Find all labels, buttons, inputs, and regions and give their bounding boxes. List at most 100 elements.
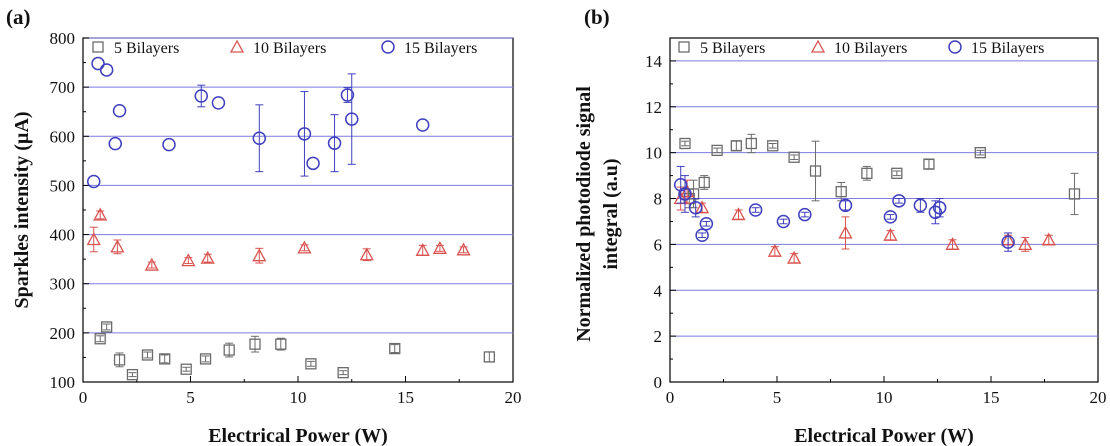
series-15-bilayers	[87, 56, 430, 189]
data-point	[275, 338, 287, 350]
data-point	[200, 250, 215, 264]
series-15-bilayers	[673, 165, 1015, 252]
x-tick-label: 10	[290, 388, 307, 407]
y-tick-label: 6	[654, 235, 663, 254]
data-point	[415, 242, 430, 256]
plot-area	[82, 37, 514, 383]
x-axis-label: Electrical Power (W)	[208, 425, 388, 446]
data-point	[932, 200, 947, 215]
y-axis-label: Normalized photodiode signal integral (a.…	[573, 86, 622, 342]
plot-area	[669, 37, 1099, 383]
data-point	[87, 174, 101, 189]
data-point	[787, 250, 802, 264]
data-point	[252, 131, 267, 146]
legend-label: 10 Bilayers	[834, 40, 907, 57]
data-point	[108, 136, 122, 151]
data-point	[1041, 232, 1056, 246]
y-tick-label: 0	[654, 373, 663, 392]
data-point	[730, 140, 742, 152]
data-point	[110, 239, 125, 253]
legend-label: 10 Bilayers	[253, 40, 326, 57]
data-point	[679, 137, 691, 150]
data-point	[731, 207, 746, 221]
data-point	[688, 200, 703, 215]
legend-label: 15 Bilayers	[971, 40, 1044, 57]
y-tick-label: 700	[50, 78, 76, 97]
data-point	[883, 210, 898, 224]
x-tick-label: 10	[876, 388, 893, 407]
data-point	[345, 112, 359, 126]
data-point	[883, 227, 898, 241]
legend-label: 15 Bilayers	[404, 40, 477, 57]
x-tick-label: 0	[666, 388, 675, 407]
legend-marker	[948, 40, 962, 54]
data-point	[835, 186, 847, 198]
data-point	[327, 136, 342, 150]
data-point	[180, 363, 192, 375]
data-point	[162, 137, 176, 152]
data-point	[337, 367, 349, 379]
x-axis-label: Electrical Power (W)	[794, 425, 974, 446]
data-point	[698, 176, 710, 189]
y-tick-label: 300	[50, 275, 76, 294]
panel-label-a: (a)	[6, 5, 31, 29]
legend-marker	[92, 41, 104, 53]
y-tick-label: 800	[50, 29, 76, 48]
chart-panel-a: 100 200 300 400 500 600 700 800 0 5 10 15 20 Electric…	[11, 29, 522, 446]
data-point	[99, 63, 114, 77]
y-tick-label: 12	[645, 98, 662, 117]
data-point	[974, 147, 986, 159]
data-point	[891, 167, 903, 179]
data-point	[415, 118, 430, 132]
data-point	[306, 156, 320, 171]
y-tick-label: 400	[50, 226, 76, 245]
legend-marker	[810, 39, 826, 53]
data-point	[1018, 237, 1033, 251]
data-point	[340, 88, 355, 102]
data-point	[252, 248, 267, 262]
data-point	[141, 349, 154, 361]
data-point	[767, 243, 782, 257]
y-tick-label: 10	[645, 144, 662, 163]
y-tick-label: 4	[654, 281, 663, 300]
data-point	[305, 358, 317, 370]
data-point	[838, 198, 853, 213]
data-point	[798, 207, 812, 222]
y-axis-label: Sparkles intensity (µA)	[11, 111, 33, 308]
data-point	[297, 127, 312, 141]
data-point	[838, 225, 853, 239]
data-point	[211, 96, 226, 110]
data-point	[699, 217, 714, 231]
data-point	[788, 151, 800, 163]
data-point	[695, 200, 710, 214]
data-point	[101, 321, 113, 333]
data-point	[776, 214, 791, 229]
y-axis-label-line: integral (a.u)	[600, 158, 622, 269]
x-tick-label: 20	[505, 388, 522, 407]
data-point	[1068, 188, 1081, 200]
data-point	[432, 240, 447, 254]
data-point	[892, 194, 906, 208]
chart-panel-b: 0 2 4 6 8 10 12 14 0 5 10 15 20 Electrical Power (W) N…	[573, 37, 1107, 446]
x-tick-label: 5	[186, 388, 195, 407]
data-point	[695, 228, 709, 242]
data-point	[678, 187, 692, 201]
data-point	[923, 158, 935, 170]
series-10-bilayers	[86, 207, 471, 271]
data-point	[483, 351, 496, 363]
data-point	[223, 344, 235, 356]
series-5-bilayers	[94, 321, 496, 381]
data-point	[112, 103, 127, 118]
data-point	[945, 237, 960, 251]
legend-label: 5 Bilayers	[700, 40, 765, 57]
data-point	[913, 198, 928, 213]
data-point	[748, 203, 763, 217]
data-point	[144, 257, 159, 271]
x-tick-label: 15	[397, 388, 414, 407]
x-tick-label: 20	[1090, 388, 1107, 407]
data-point	[249, 338, 261, 350]
x-tick-label: 15	[983, 388, 1000, 407]
y-tick-label: 100	[50, 373, 76, 392]
data-point	[159, 353, 171, 365]
